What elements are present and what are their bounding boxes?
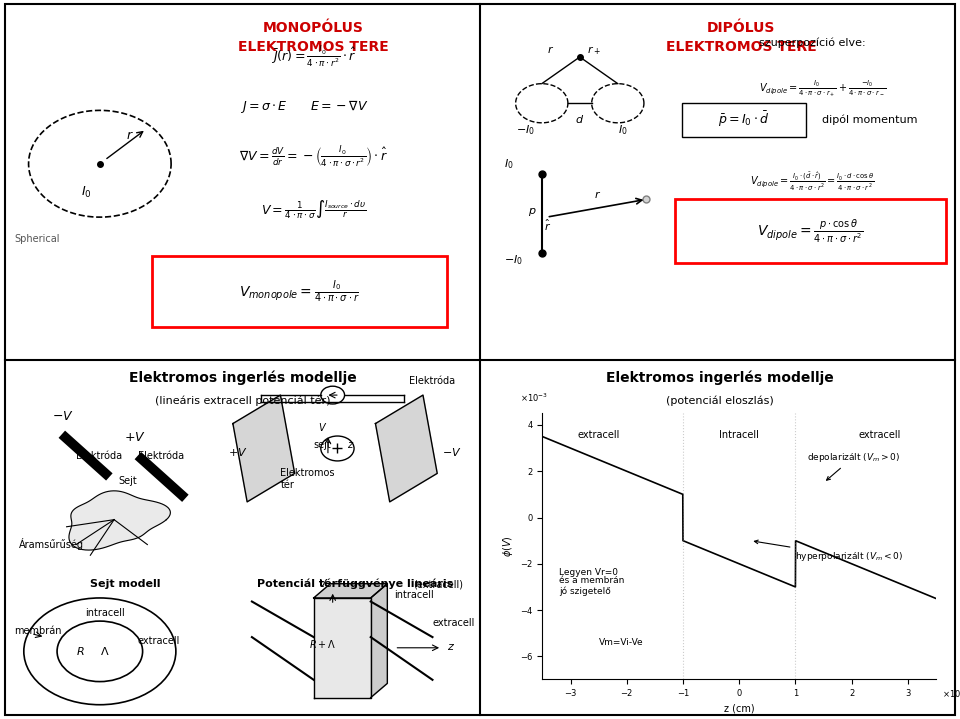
FancyBboxPatch shape (675, 199, 946, 263)
Text: $\Lambda$: $\Lambda$ (100, 645, 109, 657)
Polygon shape (371, 584, 387, 697)
Text: $r$: $r$ (126, 129, 133, 142)
Text: és a membrán
jó szigetelő: és a membrán jó szigetelő (560, 576, 625, 596)
Text: $z$: $z$ (446, 641, 455, 651)
Text: Áramsűrűség: Áramsűrűség (19, 538, 84, 550)
Text: $\nabla V=\frac{dV}{dr}=-\left(\frac{I_0}{4\cdot\pi\cdot\sigma\cdot r^2}\right)\: $\nabla V=\frac{dV}{dr}=-\left(\frac{I_0… (239, 145, 388, 169)
Text: $z$: $z$ (347, 441, 354, 451)
Text: MONOPÓLUS
ELEKTROMOS TERE: MONOPÓLUS ELEKTROMOS TERE (238, 22, 389, 54)
Text: $I_0$: $I_0$ (504, 157, 514, 171)
Text: intracell: intracell (395, 590, 434, 600)
Text: (lineáris extracell potenciál tér): (lineáris extracell potenciál tér) (155, 395, 330, 406)
Text: $r$: $r$ (594, 188, 601, 200)
Text: $-V$: $-V$ (52, 410, 74, 423)
Text: Elektromos ingerlés modellje: Elektromos ingerlés modellje (606, 370, 834, 385)
Text: depolarizált $(V_m > 0)$: depolarizált $(V_m > 0)$ (806, 451, 900, 480)
Text: intracell: intracell (85, 608, 126, 618)
Text: $I_0$: $I_0$ (81, 185, 91, 200)
Text: szuperpozíció elve:: szuperpozíció elve: (759, 38, 866, 48)
Text: sejt: sejt (314, 441, 331, 451)
Text: membrán: membrán (14, 626, 61, 636)
Polygon shape (69, 491, 170, 550)
Text: $d$: $d$ (575, 113, 584, 125)
Text: $V=\frac{1}{4\cdot\pi\cdot\sigma}\int\frac{I_{source}\cdot d\upsilon}{r}$: $V=\frac{1}{4\cdot\pi\cdot\sigma}\int\fr… (261, 198, 367, 221)
Text: Spherical: Spherical (14, 234, 60, 244)
Text: $R$: $R$ (76, 645, 84, 657)
Text: (potenciál eloszlás): (potenciál eloszlás) (666, 395, 774, 406)
Text: $\times 10^{-3}$: $\times 10^{-3}$ (520, 391, 548, 404)
Polygon shape (314, 584, 387, 598)
Text: $J=\sigma\cdot E \quad\quad E=-\nabla V$: $J=\sigma\cdot E \quad\quad E=-\nabla V$ (240, 99, 369, 115)
Text: $V_{dipole}=\frac{I_0\cdot(\bar{d}\cdot\hat{r})}{4\cdot\pi\cdot\sigma\cdot r^2}=: $V_{dipole}=\frac{I_0\cdot(\bar{d}\cdot\… (751, 170, 875, 193)
Text: (extracell): (extracell) (414, 580, 464, 590)
Text: Legyen Vr=0: Legyen Vr=0 (560, 568, 618, 577)
Text: Elektromos ingerlés modellje: Elektromos ingerlés modellje (129, 370, 356, 385)
Text: $\bar{J}(r)=\frac{I_0}{4\cdot\pi\cdot r^2}\cdot\hat{r}$: $\bar{J}(r)=\frac{I_0}{4\cdot\pi\cdot r^… (271, 45, 356, 70)
Text: Intracell: Intracell (719, 430, 759, 439)
Polygon shape (233, 395, 295, 502)
Text: hyperpolarizált $(V_m < 0)$: hyperpolarizált $(V_m < 0)$ (755, 540, 903, 563)
Text: extracell: extracell (858, 430, 900, 439)
Text: Sejt modell: Sejt modell (90, 580, 161, 590)
Text: extracell: extracell (578, 430, 620, 439)
Text: Potenciál térfüggvénye lineáris: Potenciál térfüggvénye lineáris (256, 579, 453, 590)
Text: $-I_0$: $-I_0$ (504, 253, 523, 267)
Text: $+V$: $+V$ (228, 446, 248, 457)
Text: $V$: $V$ (319, 421, 327, 433)
Text: Vm=Vi-Ve: Vm=Vi-Ve (599, 638, 643, 647)
Text: $V$: $V$ (319, 577, 328, 590)
Text: $V_{dipole}=\frac{p\cdot\cos\theta}{4\cdot\pi\cdot\sigma\cdot r^2}$: $V_{dipole}=\frac{p\cdot\cos\theta}{4\cd… (757, 218, 864, 245)
Polygon shape (375, 395, 437, 502)
Text: $p$: $p$ (528, 206, 536, 218)
Text: $\hat{r}$: $\hat{r}$ (544, 218, 551, 234)
FancyBboxPatch shape (682, 104, 805, 137)
Text: $r_+$: $r_+$ (587, 45, 601, 58)
Y-axis label: $\phi(V)$: $\phi(V)$ (501, 536, 515, 557)
Text: dipól momentum: dipól momentum (822, 114, 918, 124)
Text: $V_{dipole}=\frac{I_0}{4\cdot\pi\cdot\sigma\cdot r_+}+\frac{-I_0}{4\cdot\pi\cdot: $V_{dipole}=\frac{I_0}{4\cdot\pi\cdot\si… (758, 78, 886, 99)
Polygon shape (314, 598, 371, 697)
Text: DIPÓLUS
ELEKTROMOS TERE: DIPÓLUS ELEKTROMOS TERE (666, 22, 817, 54)
FancyBboxPatch shape (152, 256, 446, 327)
Text: Elektróda: Elektróda (76, 451, 122, 461)
Text: Sejt: Sejt (119, 476, 137, 486)
Text: $I_0$: $I_0$ (618, 124, 628, 137)
X-axis label: z (cm): z (cm) (724, 704, 755, 714)
Text: Elektróda: Elektróda (409, 377, 455, 386)
Text: extracell: extracell (432, 618, 475, 628)
Text: $V_{monopole}=\frac{I_0}{4\cdot\pi\cdot\sigma\cdot r}$: $V_{monopole}=\frac{I_0}{4\cdot\pi\cdot\… (239, 279, 360, 305)
Text: $\bar{p}=I_0\cdot\bar{d}$: $\bar{p}=I_0\cdot\bar{d}$ (718, 109, 770, 129)
Text: $r$: $r$ (546, 45, 554, 55)
Text: $-I_0$: $-I_0$ (516, 124, 535, 137)
Text: $-V$: $-V$ (442, 446, 462, 457)
Text: $R+\Lambda$: $R+\Lambda$ (309, 638, 336, 650)
Text: Elektróda: Elektróda (138, 451, 184, 461)
Text: Elektromos
tér: Elektromos tér (280, 468, 335, 490)
Text: extracell: extracell (138, 636, 180, 646)
Text: $+V$: $+V$ (124, 431, 145, 444)
Text: $\times 10^{-5}$: $\times 10^{-5}$ (942, 687, 960, 700)
